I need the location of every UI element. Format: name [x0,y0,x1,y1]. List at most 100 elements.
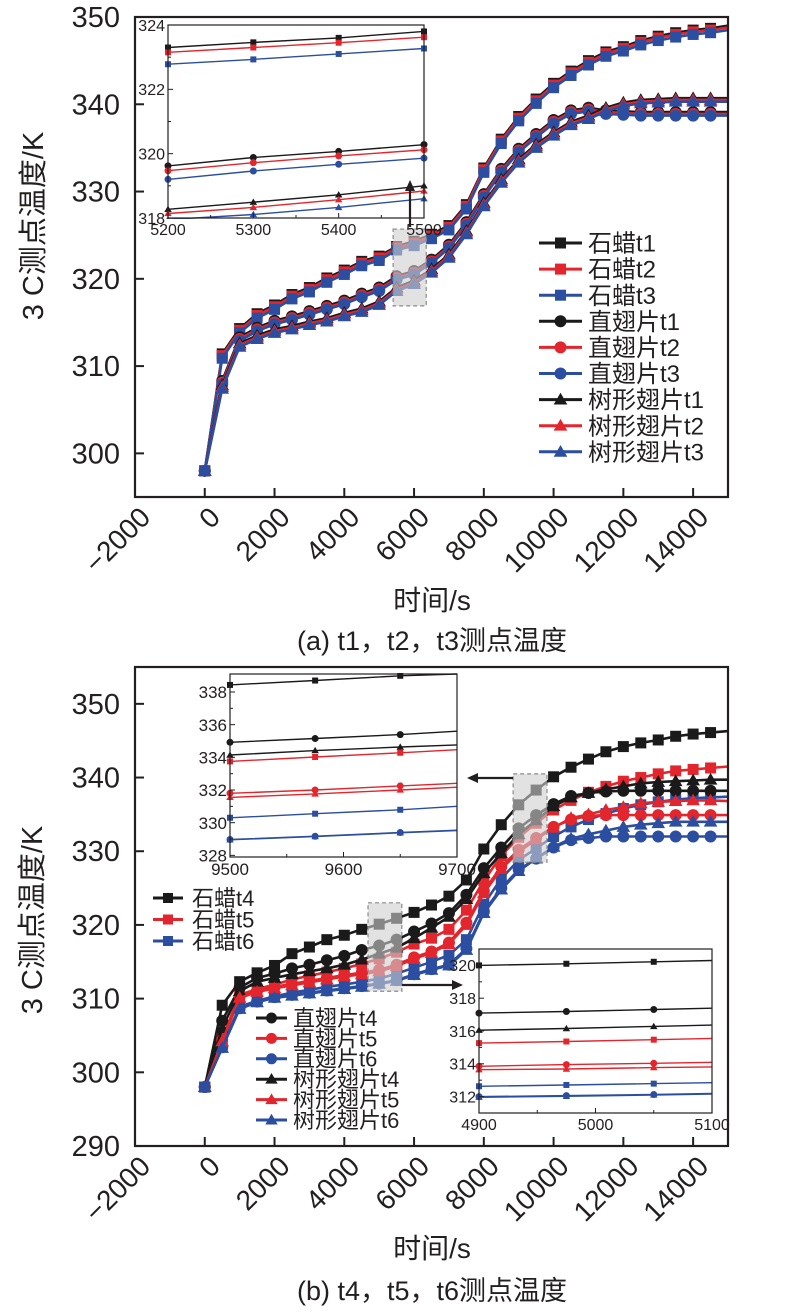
series-layer [197,727,729,1094]
circle-marker [249,159,257,167]
inset-y-tick-label: 318 [138,211,165,228]
inset-background [168,25,424,218]
square-marker [356,260,368,272]
triangle-marker [285,978,299,991]
square-marker [495,138,507,150]
triangle-marker [562,1092,571,1099]
legend-item: 直翅片t1 [539,309,680,336]
triangle-marker [265,1073,278,1084]
plot-frame [133,665,730,1148]
triangle-marker [477,886,491,899]
inset-series [226,782,458,797]
circle-marker [396,731,404,739]
square-marker [408,962,420,974]
triangle-marker [354,980,369,992]
triangle-marker [546,799,561,812]
circle-marker [554,367,567,380]
square-marker [303,941,315,953]
square-marker [286,948,298,960]
inset-series [164,146,428,175]
series [199,727,729,1093]
triangle-marker [633,776,648,789]
inset-series-line [167,47,425,65]
square-marker [530,97,542,109]
triangle-marker [302,975,317,988]
circle-marker [652,830,665,843]
figure-caption: (a) t1，t2，t3测点温度 [297,626,567,656]
circle-marker [266,1032,277,1044]
circle-marker [617,830,630,843]
triangle-marker [459,227,474,240]
legend-label: 直翅片t2 [588,335,680,362]
square-marker [269,303,281,315]
triangle-marker [564,790,578,803]
triangle-marker [337,969,352,982]
triangle-marker [396,743,404,750]
y-axis-label: 3 C测点温度/K [17,131,50,320]
inset-x-tick-label: 5000 [578,1117,614,1134]
inset-background [230,674,457,857]
inset-series-line [167,190,425,215]
triangle-marker [581,112,596,125]
circle-marker [652,784,665,797]
legend-item: 直翅片t4 [256,1006,377,1031]
zoom-region-box [367,902,403,992]
square-marker [460,203,472,215]
square-marker [286,293,298,305]
square-marker [687,28,699,40]
triangle-marker [651,816,666,829]
square-marker [548,830,560,842]
legend-item: 直翅片t5 [256,1026,377,1051]
triangle-marker [354,305,369,317]
square-marker [216,999,228,1011]
legend-label: 直翅片t5 [293,1026,377,1051]
triangle-marker [302,986,317,999]
x-axis-label: 时间/s [393,585,471,616]
legend-label: 树形翅片t2 [588,413,704,440]
inset-series-line [478,1093,713,1099]
inset-y-tick-label: 312 [449,1089,476,1106]
inset-series-line [229,744,458,756]
square-marker [705,727,717,739]
triangle-marker [562,1065,571,1072]
square-marker [163,936,173,946]
triangle-marker [232,984,247,997]
square-marker [335,50,342,57]
inset-series-line [478,1037,713,1044]
y-tick-label: 340 [72,89,120,121]
legend-label: 直翅片t4 [293,1006,377,1031]
triangle-marker [267,981,282,994]
triangle-marker [320,984,334,997]
series [197,94,728,476]
inset-series-line [167,30,425,49]
x-tick-label: 0 [193,501,226,534]
square-marker [460,904,472,916]
inset-series-line [478,1082,713,1087]
inset-series-line [229,786,458,799]
inset-series-line [229,749,458,763]
square-marker [460,874,472,886]
triangle-marker [668,814,683,827]
triangle-marker [599,104,613,117]
square-marker [565,761,577,773]
triangle-marker [686,773,700,786]
inset-y-tick-label: 336 [199,716,227,735]
square-marker [443,890,455,902]
inset-series-line [167,157,425,181]
circle-marker [652,809,665,822]
triangle-marker [703,772,718,785]
figure-caption: (b) t4，t5，t6测点温度 [297,1276,567,1306]
triangle-marker [320,972,334,985]
triangle-marker [267,326,282,338]
inset-x-tick-label: 5200 [150,222,186,239]
square-marker [565,69,577,81]
legend: 石蜡t1石蜡t2石蜡t3直翅片t1直翅片t2直翅片t3树形翅片t1树形翅片t2树… [539,231,704,466]
square-marker [650,1036,657,1043]
inset-series-line [478,1061,713,1067]
square-marker [397,673,404,679]
triangle-marker [407,931,421,944]
inset-y-tick-label: 328 [199,846,227,865]
inset-x-tick-label: 9600 [325,860,363,879]
x-tick-label: 0 [193,1150,226,1183]
inset-series-line [478,1007,713,1014]
